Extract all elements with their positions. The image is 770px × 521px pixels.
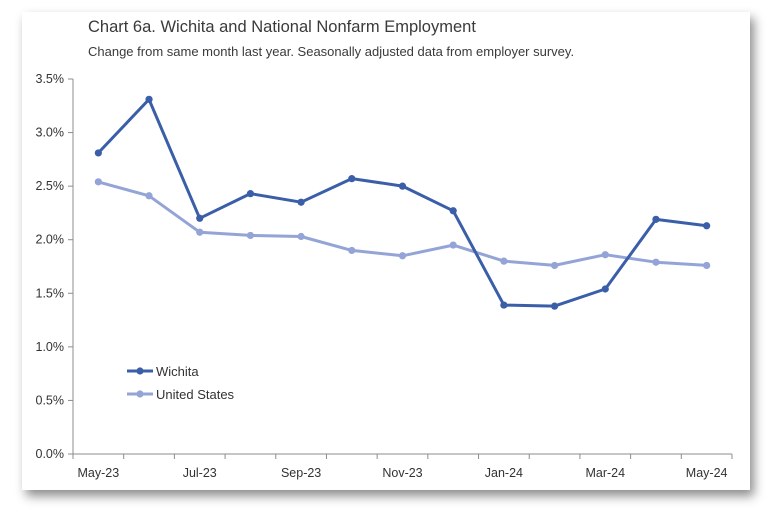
chart-card: Chart 6a. Wichita and National Nonfarm E…	[22, 12, 750, 490]
data-point-wichita	[703, 222, 711, 230]
data-point-united-states	[348, 246, 356, 255]
legend: Wichita United States	[127, 364, 235, 402]
y-tick-label: 3.0%	[36, 126, 65, 140]
x-tick-label: Jan-24	[485, 466, 523, 480]
chart-title: Chart 6a. Wichita and National Nonfarm E…	[88, 18, 476, 36]
data-point-united-states	[145, 192, 153, 200]
data-point-wichita	[145, 95, 153, 103]
data-point-united-states	[550, 261, 559, 270]
x-tick-label: Nov-23	[382, 466, 422, 480]
data-point-wichita	[550, 302, 559, 310]
data-point-united-states	[500, 257, 508, 265]
data-point-wichita	[500, 301, 508, 309]
y-tick-label: 1.5%	[36, 286, 65, 300]
y-tick-label: 2.0%	[36, 233, 65, 247]
y-tick-label: 0.5%	[36, 393, 65, 407]
series-united-states	[94, 178, 711, 270]
data-point-wichita	[94, 149, 102, 157]
series-line-wichita	[97, 97, 707, 308]
chart-subtitle: Change from same month last year. Season…	[88, 44, 575, 59]
x-tick-label: Mar-24	[585, 466, 625, 480]
data-point-united-states	[601, 251, 609, 259]
y-tick-label: 3.5%	[36, 72, 65, 86]
legend-label-wichita: Wichita	[156, 364, 199, 379]
data-point-wichita	[652, 215, 660, 223]
data-point-united-states	[703, 261, 711, 270]
x-tick-label: May-24	[686, 466, 728, 480]
data-point-wichita	[297, 198, 305, 206]
y-tick-label: 0.0%	[36, 447, 65, 461]
data-point-wichita	[449, 207, 457, 215]
data-point-united-states	[652, 258, 660, 266]
series-wichita	[94, 95, 711, 310]
data-point-wichita	[246, 190, 255, 198]
data-point-wichita	[196, 214, 204, 222]
line-chart: 0.0% 0.5% 1.0% 1.5% 2.0% 2.5% 3.0% 3.5% May-23 Ju…	[36, 72, 733, 480]
legend-label-united-states: United States	[156, 387, 235, 402]
y-tick-label: 1.0%	[36, 340, 65, 354]
legend-marker-wichita	[136, 367, 144, 375]
data-point-united-states	[297, 232, 305, 241]
data-point-united-states	[246, 231, 255, 240]
legend-marker-united-states	[136, 390, 144, 398]
y-tick-label: 2.5%	[36, 179, 65, 193]
data-point-wichita	[601, 285, 609, 293]
x-tick-label: May-23	[78, 466, 120, 480]
data-point-united-states	[398, 252, 407, 260]
x-tick-label: Jul-23	[183, 466, 217, 480]
x-tick-label: Sep-23	[281, 466, 321, 480]
data-point-united-states	[449, 241, 457, 249]
data-point-united-states	[196, 228, 204, 236]
data-point-wichita	[348, 175, 356, 183]
data-point-united-states	[94, 178, 102, 186]
data-point-wichita	[398, 182, 407, 190]
